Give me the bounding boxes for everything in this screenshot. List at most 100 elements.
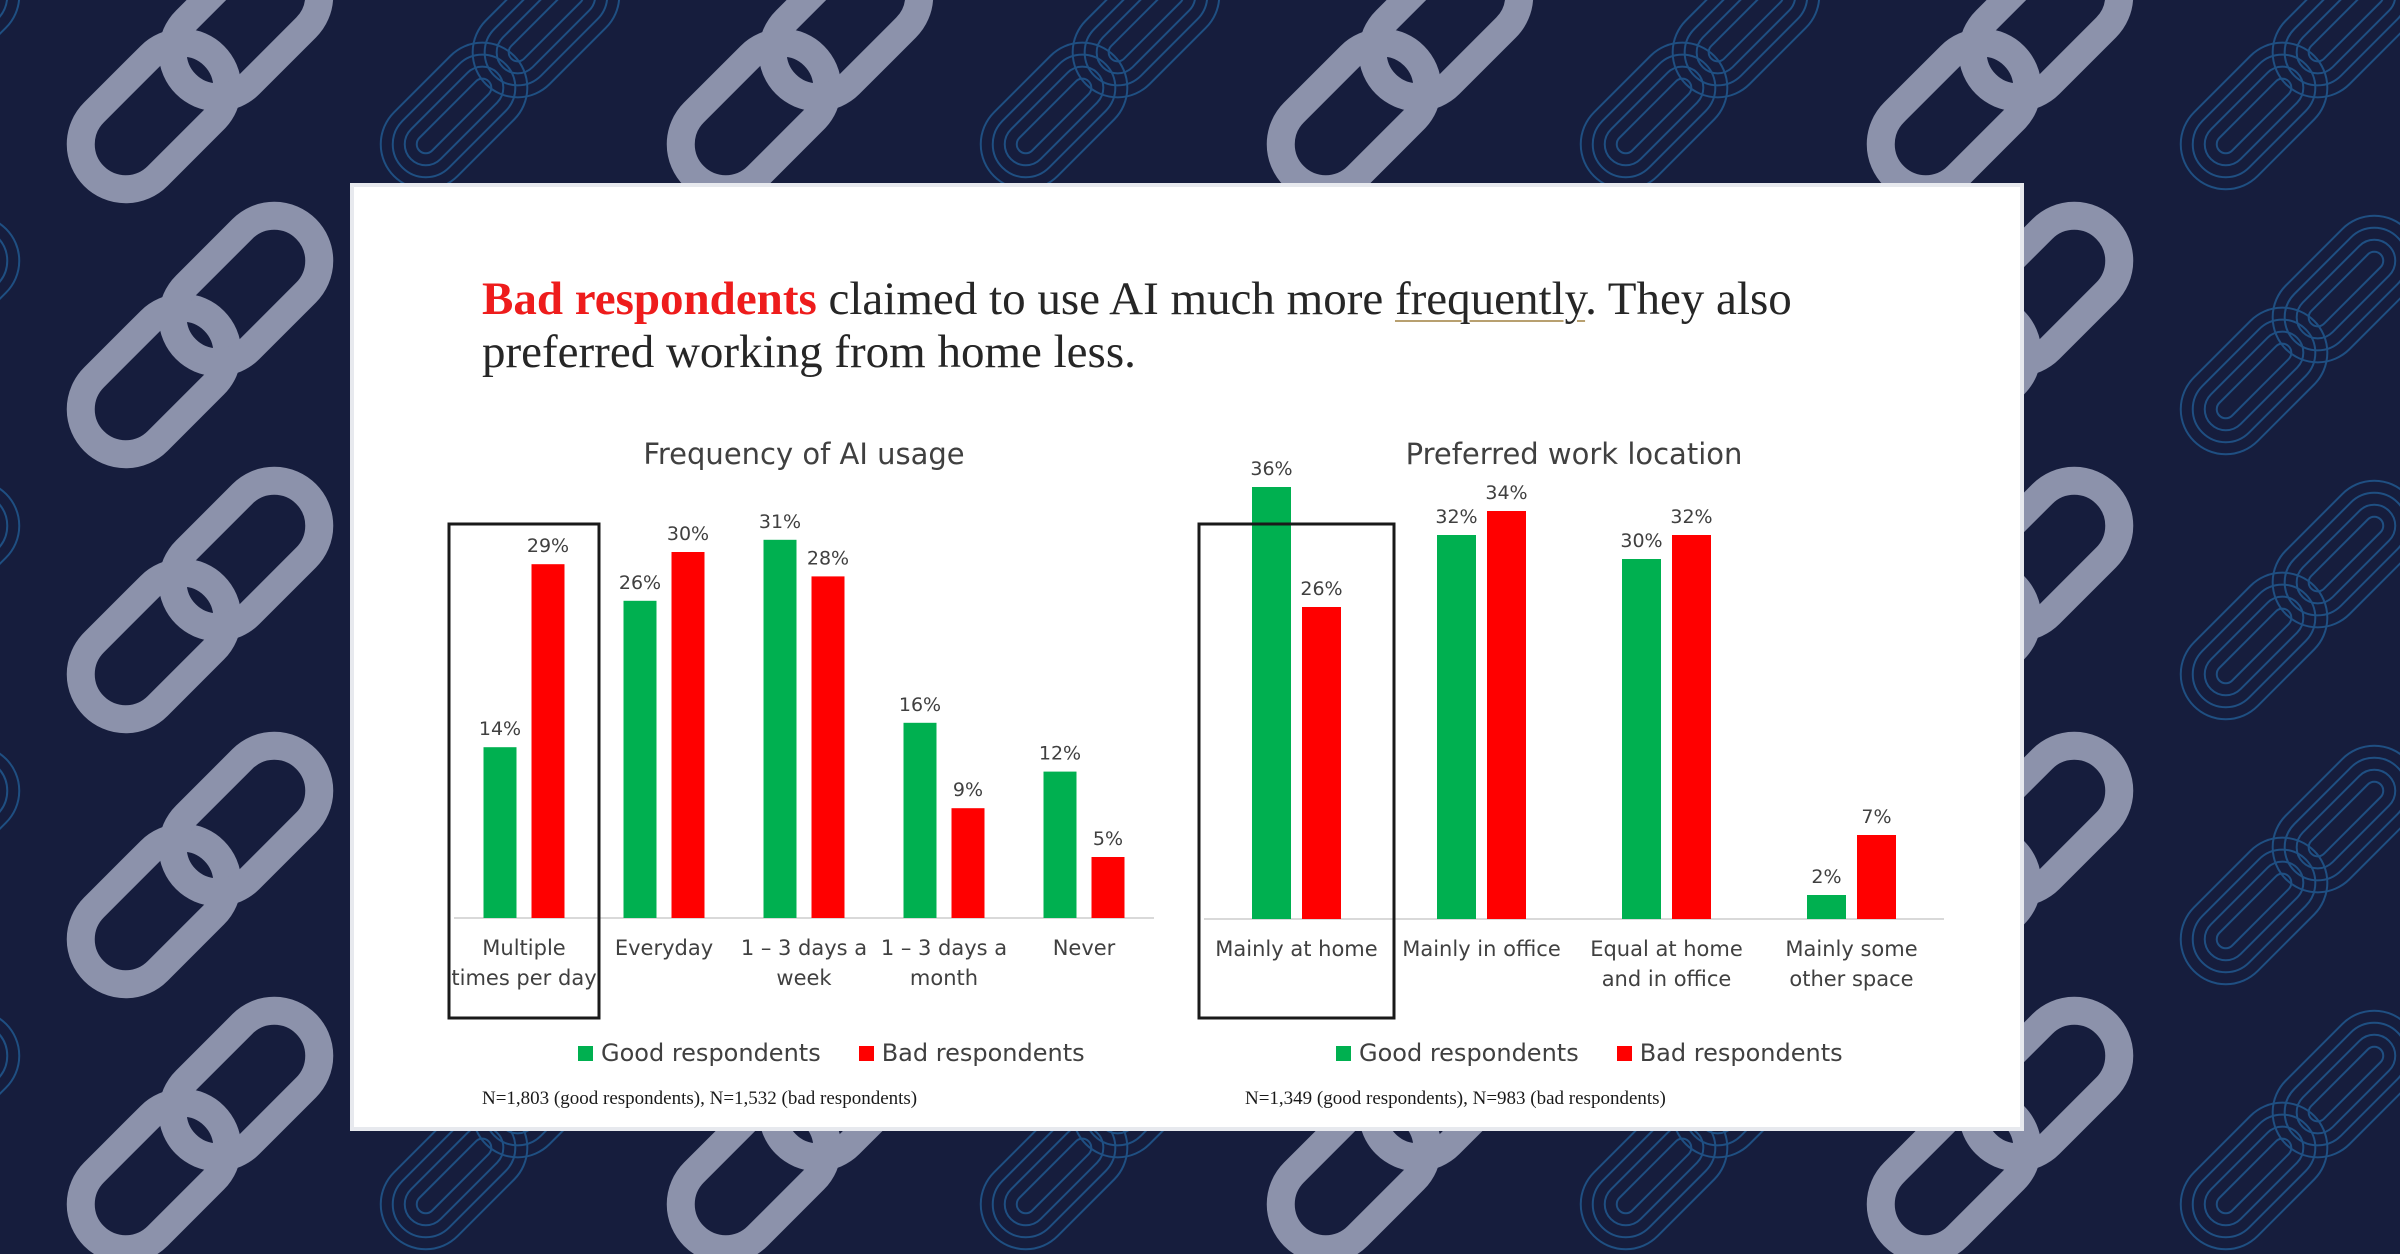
bar-good: [763, 539, 797, 918]
chain-link-icon: [66, 466, 334, 734]
chain-link-icon: [66, 201, 334, 469]
legend-label-good: Good respondents: [601, 1039, 821, 1067]
bar-good: [1622, 559, 1661, 919]
chain-link-icon: [666, 0, 934, 204]
legend-item-good: Good respondents: [578, 1039, 821, 1067]
category-label: Mainly at home: [1215, 937, 1377, 961]
chain-link-outline-icon: [2179, 1009, 2400, 1251]
bar-good: [623, 600, 657, 918]
legend-item-good: Good respondents: [1336, 1039, 1579, 1067]
legend-swatch-bad: [858, 1045, 874, 1061]
data-label: 30%: [667, 523, 709, 545]
headline-text-2: . They also preferred working from home …: [482, 273, 1792, 378]
headline: Bad respondents claimed to use AI much m…: [482, 273, 1902, 379]
data-label: 34%: [1485, 482, 1527, 504]
highlight-box: [447, 522, 601, 1020]
bar-bad: [531, 564, 565, 918]
chain-link-outline-icon: [0, 479, 21, 629]
bar-good: [1252, 487, 1291, 919]
bar-good: [1043, 771, 1077, 918]
legend-item-bad: Bad respondents: [1616, 1039, 1843, 1067]
headline-underlined-word: frequently: [1394, 273, 1586, 325]
legend-swatch-good: [1336, 1045, 1351, 1061]
legend-swatch-bad: [1616, 1045, 1632, 1061]
headline-emphasis: Bad respondents: [482, 273, 817, 325]
slide-card: Bad respondents claimed to use AI much m…: [350, 183, 2024, 1131]
bar-good: [1437, 535, 1476, 919]
chain-link-icon: [66, 0, 334, 204]
bar-bad: [671, 552, 705, 918]
legend-label-good: Good respondents: [1359, 1039, 1579, 1067]
bar-good: [903, 722, 937, 918]
category-label: times per day: [451, 966, 596, 990]
chain-link-icon: [1266, 0, 1534, 204]
data-label: 14%: [479, 718, 521, 740]
footnote-ai-frequency: N=1,803 (good respondents), N=1,532 (bad…: [482, 1088, 918, 1109]
data-label: 32%: [1670, 506, 1712, 528]
bar-bad: [1672, 535, 1711, 919]
category-label: Mainly some: [1785, 937, 1917, 961]
bar-bad: [1487, 511, 1526, 919]
data-label: 26%: [619, 572, 661, 594]
chain-link-icon: [66, 996, 334, 1254]
chain-link-outline-icon: [0, 0, 21, 99]
bar-bad: [951, 808, 985, 918]
bar-bad: [1857, 835, 1896, 919]
highlight-box: [1197, 522, 1396, 1020]
chain-link-outline-icon: [2179, 479, 2400, 721]
chain-link-icon: [66, 731, 334, 999]
category-label: Equal at home: [1590, 937, 1743, 961]
legend-item-bad: Bad respondents: [858, 1039, 1085, 1067]
chart-title-ai-frequency: Frequency of AI usage: [643, 437, 965, 471]
legend-work-location: Good respondents Bad respondents: [1336, 1039, 1843, 1067]
legend-ai-frequency: Good respondents Bad respondents: [578, 1039, 1085, 1067]
data-label: 16%: [899, 694, 941, 716]
chart-0: 14% 29% Multiple times per day 26% 30% Everyda…: [447, 511, 1154, 1020]
category-label: Everyday: [615, 936, 713, 960]
headline-text-1: claimed to use AI much more: [816, 273, 1395, 325]
bar-bad: [1091, 857, 1125, 918]
category-label: month: [910, 966, 978, 990]
data-label: 32%: [1435, 506, 1477, 528]
footnote-work-location: N=1,349 (good respondents), N=983 (bad r…: [1245, 1088, 1666, 1109]
chain-link-icon: [1866, 0, 2134, 204]
data-label: 2%: [1811, 866, 1841, 888]
data-label: 5%: [1093, 828, 1123, 850]
category-label: Never: [1053, 936, 1116, 960]
data-label: 28%: [807, 547, 849, 569]
bar-bad: [1302, 607, 1341, 919]
legend-swatch-good: [578, 1045, 593, 1061]
chain-link-outline-icon: [0, 744, 21, 894]
chart-1: 36% 26% Mainly at home 32% 34% Mainly in offi…: [1197, 458, 1944, 1020]
chain-link-outline-icon: [379, 0, 621, 191]
chain-link-outline-icon: [0, 1009, 21, 1159]
bar-good: [1807, 895, 1846, 919]
data-label: 31%: [759, 511, 801, 533]
data-label: 12%: [1039, 743, 1081, 765]
bar-bad: [811, 576, 845, 918]
category-label: 1 – 3 days a: [741, 936, 867, 960]
data-label: 36%: [1250, 458, 1292, 480]
chain-link-outline-icon: [1579, 0, 1821, 191]
category-label: other space: [1789, 967, 1913, 991]
category-label: and in office: [1602, 967, 1732, 991]
category-label: Multiple: [482, 936, 565, 960]
chain-link-outline-icon: [2179, 744, 2400, 986]
legend-label-bad: Bad respondents: [881, 1039, 1085, 1067]
category-label: Mainly in office: [1402, 937, 1561, 961]
charts-canvas: 14% 29% Multiple times per day 26% 30% Everyda…: [447, 458, 1944, 1020]
data-label: 9%: [953, 779, 983, 801]
data-label: 7%: [1861, 806, 1891, 828]
chain-link-outline-icon: [0, 214, 21, 364]
chain-link-outline-icon: [2179, 0, 2400, 191]
data-label: 30%: [1620, 530, 1662, 552]
data-label: 29%: [527, 535, 569, 557]
chain-link-outline-icon: [979, 0, 1221, 191]
legend-label-bad: Bad respondents: [1639, 1039, 1843, 1067]
chain-link-outline-icon: [2179, 214, 2400, 456]
data-label: 26%: [1300, 578, 1342, 600]
chart-title-work-location: Preferred work location: [1405, 437, 1743, 471]
category-label: week: [776, 966, 832, 990]
bar-good: [483, 747, 517, 918]
category-label: 1 – 3 days a: [881, 936, 1007, 960]
